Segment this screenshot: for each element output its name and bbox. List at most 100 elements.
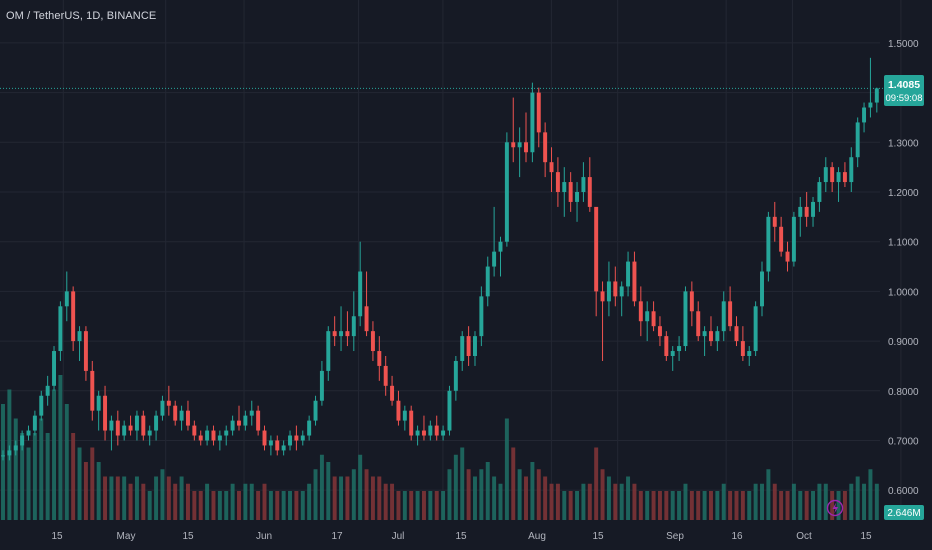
volume-bar: [134, 476, 139, 520]
candle-body: [862, 107, 867, 123]
volume-bar: [275, 491, 280, 520]
candle-body: [479, 296, 484, 337]
volume-bar: [230, 483, 235, 520]
candle-body: [421, 430, 426, 436]
candle: [543, 122, 548, 178]
volume-bar: [543, 476, 548, 520]
candle: [103, 385, 108, 441]
candle-body: [294, 435, 299, 441]
volume-bar: [288, 491, 292, 520]
candle: [383, 356, 388, 396]
candle: [288, 430, 292, 451]
volume-bars: [1, 375, 879, 520]
candle: [466, 326, 471, 366]
candle-body: [345, 331, 350, 337]
candle: [562, 167, 567, 217]
candle-body: [377, 351, 382, 366]
candle: [613, 266, 618, 307]
time-axis[interactable]: 15 May 15 Jun 17 Jul 15 Aug 15 Sep 16 Oct 15: [51, 531, 872, 542]
volume-bar: [243, 483, 248, 520]
volume-bar: [862, 483, 867, 520]
candle-body: [224, 430, 229, 436]
volume-bar: [619, 483, 624, 520]
candle-body: [230, 420, 235, 431]
candle-body: [740, 341, 745, 356]
volume-bar: [836, 491, 841, 520]
candle-body: [319, 370, 324, 401]
candle-body: [383, 365, 388, 386]
volume-bar: [606, 476, 611, 520]
candle-body: [696, 311, 701, 337]
candle: [211, 425, 216, 446]
volume-bar: [300, 491, 305, 520]
volume-value: 2.646M: [887, 508, 920, 519]
volume-bar: [205, 483, 210, 520]
volume-bar: [141, 483, 146, 520]
candle-body: [606, 281, 611, 302]
volume-bar: [441, 491, 446, 520]
candle: [377, 336, 382, 381]
candle: [645, 301, 650, 342]
volume-bar: [154, 476, 159, 520]
volume-bar: [339, 476, 344, 520]
candle-body: [466, 336, 471, 356]
price-tick-label: 1.0000: [888, 287, 919, 298]
candle: [638, 286, 643, 337]
volume-bar: [109, 476, 114, 520]
candle: [492, 206, 497, 277]
candle-body: [855, 122, 860, 158]
volume-bar: [345, 476, 350, 520]
candle-body: [587, 177, 592, 207]
volume-bar: [364, 469, 369, 520]
candle-body: [651, 311, 656, 327]
time-tick-label: 17: [331, 531, 343, 542]
candle-body: [817, 182, 822, 202]
candle-body: [358, 271, 363, 317]
candle-body: [7, 450, 12, 456]
candle: [498, 236, 503, 277]
candle: [594, 206, 599, 317]
candle: [721, 291, 726, 342]
volume-bar: [721, 483, 726, 520]
volume-bar: [396, 491, 401, 520]
volume-bar: [791, 483, 796, 520]
candle: [696, 301, 701, 342]
candle: [811, 196, 816, 227]
candle: [504, 132, 509, 247]
time-tick-label: 16: [731, 531, 743, 542]
volume-bar: [332, 476, 337, 520]
candle-body: [71, 291, 76, 342]
grid-lines: [0, 0, 902, 520]
candle: [428, 420, 433, 441]
candle: [370, 321, 375, 361]
time-tick-label: Aug: [528, 531, 546, 542]
candle-body: [45, 385, 50, 396]
volume-bar: [811, 491, 816, 520]
candle: [849, 147, 854, 192]
candle-body: [753, 306, 758, 352]
candle: [390, 375, 395, 406]
price-tick-label: 0.9000: [888, 337, 919, 348]
candle: [294, 425, 299, 451]
volume-bar: [415, 491, 420, 520]
candle: [798, 196, 803, 237]
volume-bar: [434, 491, 439, 520]
candle-body: [370, 331, 375, 352]
candle: [651, 301, 656, 332]
candle: [702, 326, 707, 356]
alert-button[interactable]: [826, 499, 844, 517]
candlestick-series[interactable]: [1, 57, 879, 461]
symbol-title[interactable]: OM / TetherUS, 1D, BINANCE: [6, 10, 157, 22]
volume-bar: [849, 483, 854, 520]
candle: [39, 390, 44, 421]
candle-body: [1, 455, 5, 457]
candle: [313, 395, 318, 426]
candle-body: [217, 435, 222, 441]
volume-bar: [842, 491, 847, 520]
volume-bar: [52, 389, 57, 520]
candle: [760, 261, 764, 317]
volume-bar: [447, 469, 452, 520]
volume-bar: [390, 483, 395, 520]
candle-body: [689, 291, 694, 312]
